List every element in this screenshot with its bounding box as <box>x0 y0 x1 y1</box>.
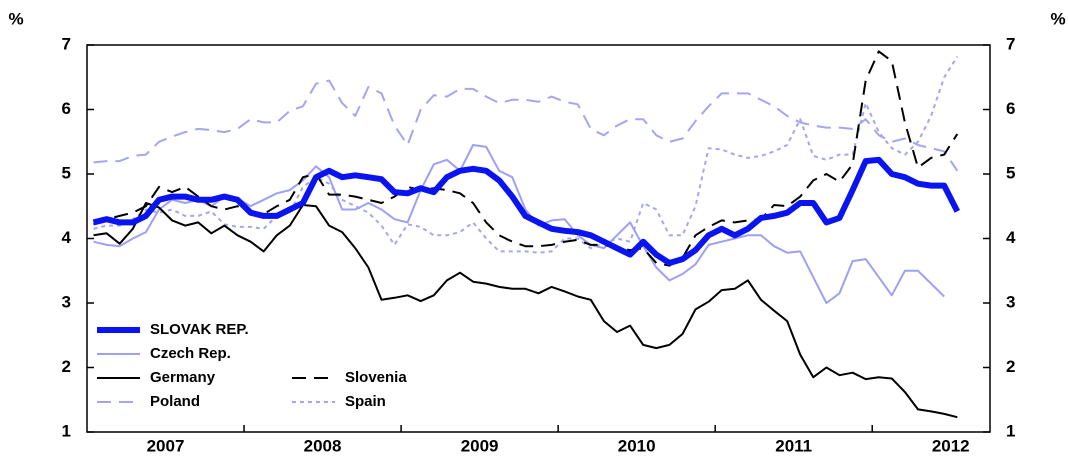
y-tick-label-right: 6 <box>1006 99 1015 118</box>
y-unit-right: % <box>1050 9 1065 28</box>
series-line <box>93 202 958 419</box>
y-tick-label-right: 2 <box>1006 357 1015 376</box>
y-tick-label-right: 4 <box>1006 228 1016 247</box>
x-tick-label: 2012 <box>932 436 970 455</box>
y-tick-label-right: 5 <box>1006 163 1015 182</box>
series-line <box>93 79 959 172</box>
x-tick-label: 2007 <box>147 436 185 455</box>
x-tick-label: 2010 <box>618 436 656 455</box>
series-line <box>93 56 959 254</box>
series-line <box>93 144 945 304</box>
y-tick-label-left: 3 <box>62 292 71 311</box>
series-line <box>93 50 959 267</box>
legend-label: Slovenia <box>345 369 407 386</box>
y-tick-label-right: 1 <box>1006 421 1015 440</box>
legend-label: SLOVAK REP. <box>150 321 249 338</box>
y-tick-label-left: 4 <box>62 228 72 247</box>
y-tick-label-left: 6 <box>62 99 71 118</box>
y-tick-label-right: 3 <box>1006 292 1015 311</box>
y-tick-label-left: 7 <box>62 34 71 53</box>
y-tick-label-right: 7 <box>1006 34 1015 53</box>
legend-label: Czech Rep. <box>150 345 231 362</box>
y-unit-left: % <box>8 9 23 28</box>
series-line <box>92 156 960 266</box>
legend-label: Spain <box>345 393 386 410</box>
x-tick-label: 2011 <box>775 436 812 455</box>
y-tick-label-left: 1 <box>62 421 71 440</box>
legend-label: Poland <box>150 393 200 410</box>
y-tick-label-left: 2 <box>62 357 71 376</box>
y-tick-label-left: 5 <box>62 163 71 182</box>
legend-label: Germany <box>150 369 216 386</box>
legend: SLOVAK REP. Czech Rep. Germany Poland Sloven… <box>97 321 407 410</box>
x-tick-label: 2008 <box>304 436 342 455</box>
x-tick-label: 2009 <box>461 436 499 455</box>
